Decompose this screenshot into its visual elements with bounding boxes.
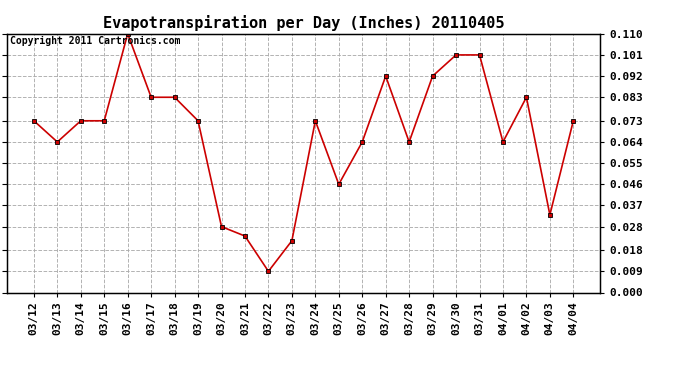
Text: Copyright 2011 Cartronics.com: Copyright 2011 Cartronics.com bbox=[10, 36, 180, 46]
Title: Evapotranspiration per Day (Inches) 20110405: Evapotranspiration per Day (Inches) 2011… bbox=[103, 15, 504, 31]
